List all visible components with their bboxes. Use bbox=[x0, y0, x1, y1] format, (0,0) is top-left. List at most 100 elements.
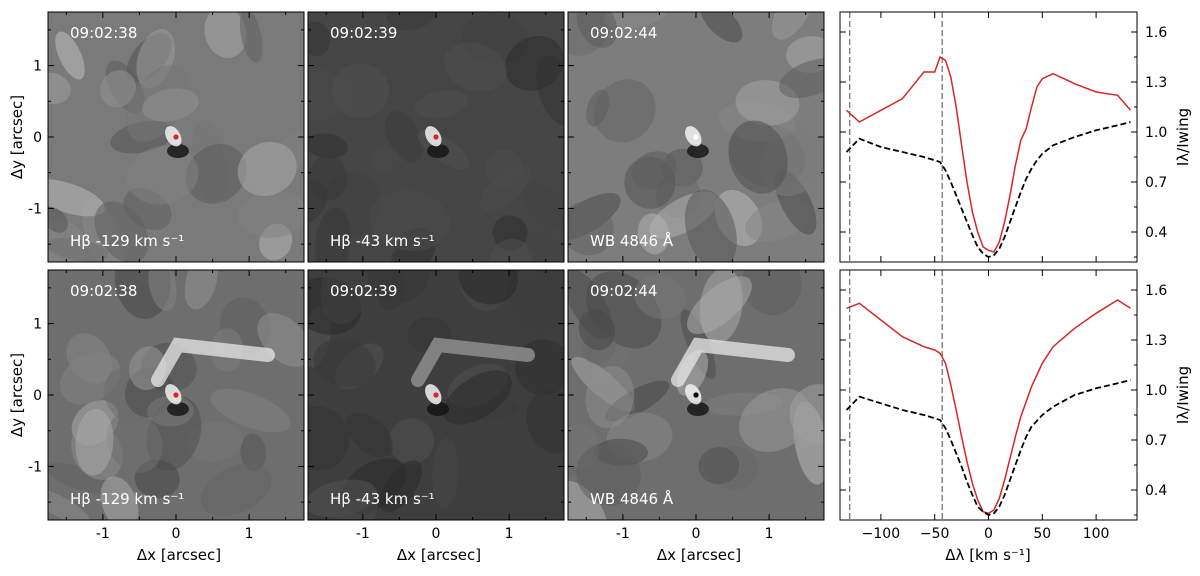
granule bbox=[684, 189, 737, 262]
granule bbox=[106, 411, 163, 473]
panel-time: 09:02:39 bbox=[330, 24, 397, 42]
granule bbox=[634, 274, 687, 320]
x-tick-label: -1 bbox=[616, 526, 630, 542]
image-panel: 1 0 -1 -1 0 1 bbox=[28, 269, 305, 542]
marker-dot bbox=[433, 392, 439, 398]
image-panel bbox=[307, 11, 565, 263]
panel-label: Hβ -43 km s⁻¹ bbox=[330, 232, 435, 250]
y-tick-label: -1 bbox=[28, 459, 42, 475]
y-tick-label: 1.6 bbox=[1145, 25, 1167, 41]
panel-label: Hβ -43 km s⁻¹ bbox=[330, 490, 435, 508]
granule bbox=[237, 191, 304, 238]
granule bbox=[432, 437, 459, 510]
granule bbox=[512, 273, 564, 335]
x-axis-label: Δx [arcsec] bbox=[397, 546, 481, 564]
granule bbox=[185, 144, 247, 204]
image-panel: -1 0 1 bbox=[567, 269, 825, 542]
x-axis-label: Δx [arcsec] bbox=[657, 546, 741, 564]
granule bbox=[48, 72, 71, 105]
granule bbox=[505, 36, 564, 91]
bright-kernel bbox=[165, 126, 182, 147]
granule bbox=[585, 365, 635, 429]
x-tick-label: -1 bbox=[356, 526, 370, 542]
y-tick-label: 0 bbox=[33, 388, 42, 404]
granule bbox=[48, 462, 115, 494]
red-profile-line bbox=[846, 299, 1131, 515]
granule bbox=[126, 145, 199, 205]
y-axis-label: Δy [arcsec] bbox=[8, 95, 26, 179]
granule bbox=[586, 89, 610, 127]
granule bbox=[522, 182, 564, 230]
granule bbox=[184, 270, 218, 310]
x-tick-label: −50 bbox=[920, 526, 950, 542]
granule bbox=[576, 12, 618, 49]
x-tick-label: 1 bbox=[765, 526, 774, 542]
image-panel bbox=[567, 11, 825, 263]
y-axis-label: Iλ/Iwing bbox=[1174, 366, 1192, 424]
x-tick-label: 50 bbox=[1033, 526, 1051, 542]
granule bbox=[789, 384, 824, 445]
granule bbox=[698, 447, 740, 485]
granule bbox=[347, 237, 400, 262]
red-profile-line bbox=[845, 55, 1132, 253]
granule bbox=[94, 201, 149, 262]
granule bbox=[389, 418, 434, 465]
granule bbox=[576, 442, 641, 506]
granule bbox=[346, 412, 393, 458]
granule bbox=[204, 12, 247, 58]
spectrum-plot: 0.4 0.7 1.0 1.3 1.6 Iλ/Iwing bbox=[839, 11, 1192, 263]
granule bbox=[200, 463, 272, 517]
granulation-image bbox=[48, 12, 304, 262]
marker-dot bbox=[693, 392, 699, 398]
bright-kernel bbox=[165, 384, 182, 405]
granule bbox=[369, 190, 450, 251]
y-tick-label: 1 bbox=[33, 317, 42, 333]
dark-spot bbox=[167, 144, 189, 158]
marker-dot bbox=[693, 134, 699, 140]
granule bbox=[525, 226, 564, 262]
bright-kernel bbox=[685, 384, 702, 405]
granule bbox=[728, 120, 788, 194]
granule bbox=[631, 151, 677, 190]
granule bbox=[210, 388, 291, 433]
dashed-profile-line bbox=[845, 121, 1131, 258]
dark-spot bbox=[687, 144, 709, 158]
spectrum-plot: 0.4 0.7 1.0 1.3 1.6 −100 −50 0 50 100 Iλ/Iwing bbox=[839, 269, 1192, 542]
plot-frame bbox=[839, 269, 1138, 521]
granulation-image bbox=[308, 12, 564, 262]
granule bbox=[414, 90, 468, 119]
granule bbox=[377, 270, 407, 310]
image-panel: 1 0 -1 bbox=[28, 11, 305, 263]
y-tick-label: 1.0 bbox=[1145, 383, 1167, 399]
granule bbox=[593, 79, 656, 143]
granule bbox=[386, 12, 438, 31]
granule bbox=[687, 276, 752, 334]
granule bbox=[603, 12, 669, 29]
granule bbox=[55, 31, 85, 80]
granule bbox=[48, 488, 91, 520]
granule bbox=[568, 270, 613, 340]
x-axis-label: Δx [arcsec] bbox=[137, 546, 221, 564]
granule bbox=[308, 406, 350, 471]
granule bbox=[700, 12, 743, 43]
granule bbox=[458, 270, 518, 305]
panel-label: WB 4846 Å bbox=[590, 231, 674, 250]
granule bbox=[148, 270, 177, 311]
x-tick-label: 0 bbox=[432, 526, 441, 542]
y-tick-label: 0.7 bbox=[1145, 175, 1167, 191]
image-panel: -1 0 1 bbox=[307, 269, 565, 542]
granule bbox=[333, 497, 378, 520]
panel-time: 09:02:38 bbox=[70, 24, 137, 42]
marker-dot bbox=[433, 134, 439, 140]
granule bbox=[568, 201, 614, 256]
granule bbox=[141, 88, 199, 122]
dark-spot bbox=[427, 144, 449, 158]
y-axis-label: Δy [arcsec] bbox=[8, 353, 26, 437]
bright-feature bbox=[671, 337, 795, 387]
granule bbox=[100, 70, 137, 108]
granule bbox=[48, 206, 68, 233]
x-tick-label: 0 bbox=[172, 526, 181, 542]
granule bbox=[308, 133, 348, 159]
granule bbox=[742, 270, 802, 316]
